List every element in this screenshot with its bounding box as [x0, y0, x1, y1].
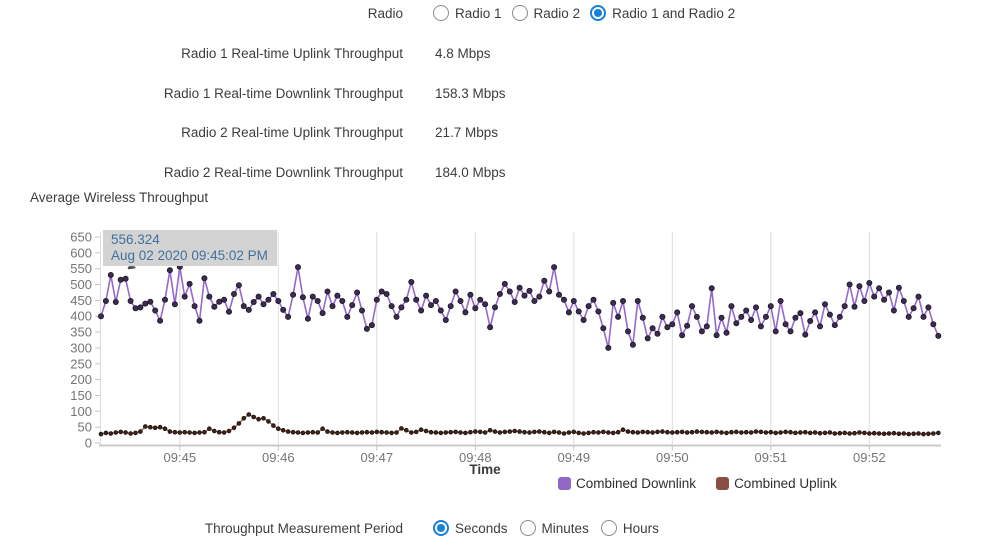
tooltip-value: 556.324: [111, 232, 160, 247]
radio-option-radio-1[interactable]: Radio 1: [433, 5, 502, 21]
radio1-uplink-label: Radio 1 Real-time Uplink Throughput: [181, 45, 403, 61]
metric-row: Radio 1 Real-time Uplink Throughput 4.8 …: [0, 44, 491, 62]
legend-item-combined-downlink[interactable]: Combined Downlink: [558, 476, 696, 491]
radio-2-radio-button[interactable]: [511, 5, 528, 21]
svg-text:09:50: 09:50: [656, 450, 689, 465]
hours-radio-button[interactable]: [600, 520, 617, 536]
svg-text:500: 500: [70, 277, 92, 292]
seconds-option-label: Seconds: [455, 520, 508, 536]
tooltip-timestamp: Aug 02 2020 09:45:02 PM: [111, 247, 268, 263]
period-row-label: Throughput Measurement Period: [204, 520, 403, 536]
svg-text:650: 650: [70, 230, 92, 245]
radio2-downlink-value: 184.0 Mbps: [435, 164, 506, 180]
chart-legend: Combined Downlink Combined Uplink: [558, 476, 837, 491]
svg-text:250: 250: [70, 356, 92, 371]
radio-1-and-2-radio-button[interactable]: [590, 5, 607, 21]
radio1-downlink-value: 158.3 Mbps: [435, 85, 506, 101]
metric-row: Radio 2 Real-time Downlink Throughput 18…: [0, 163, 506, 181]
radio-row-label: Radio: [367, 5, 403, 21]
chart-section-title: Average Wireless Throughput: [30, 190, 209, 205]
svg-text:600: 600: [70, 245, 92, 260]
radio-option-radio-2[interactable]: Radio 2: [511, 5, 581, 21]
period-option-hours[interactable]: Hours: [600, 520, 659, 536]
x-axis-title: Time: [469, 462, 501, 477]
radio-option-radio-1-and-2[interactable]: Radio 1 and Radio 2: [590, 5, 735, 21]
radio-2-option-label: Radio 2: [533, 5, 581, 21]
combined-downlink-legend-label: Combined Downlink: [576, 476, 697, 491]
hours-option-label: Hours: [622, 520, 659, 536]
combined-downlink-swatch-icon: [558, 477, 571, 490]
period-option-minutes[interactable]: Minutes: [519, 520, 589, 536]
radio1-downlink-label: Radio 1 Real-time Downlink Throughput: [163, 85, 403, 101]
svg-text:450: 450: [70, 293, 92, 308]
svg-text:50: 50: [78, 420, 92, 435]
chart-tooltip: 556.324 Aug 02 2020 09:45:02 PM: [103, 230, 277, 266]
radio2-downlink-label: Radio 2 Real-time Downlink Throughput: [163, 164, 403, 180]
minutes-radio-button[interactable]: [519, 520, 536, 536]
svg-text:200: 200: [70, 372, 92, 387]
combined-uplink-legend-label: Combined Uplink: [734, 476, 837, 491]
throughput-chart[interactable]: 09:45 09:46 09:47 09:48 09:49 09:50 09:51 09:52…: [0, 220, 1000, 476]
svg-text:0: 0: [85, 436, 92, 451]
metric-row: Radio 1 Real-time Downlink Throughput 15…: [0, 84, 506, 102]
svg-text:300: 300: [70, 340, 92, 355]
radio-1-radio-button[interactable]: [433, 5, 449, 21]
svg-text:150: 150: [70, 388, 92, 403]
seconds-radio-button[interactable]: [433, 520, 449, 536]
radio1-uplink-value: 4.8 Mbps: [435, 45, 491, 61]
radio-select-row: Radio Radio 1 Radio 2 Radio 1 and Radio …: [0, 4, 745, 22]
radio2-uplink-label: Radio 2 Real-time Uplink Throughput: [181, 124, 403, 140]
svg-text:400: 400: [70, 309, 92, 324]
svg-text:09:52: 09:52: [853, 450, 886, 465]
svg-text:350: 350: [70, 325, 92, 340]
svg-text:100: 100: [70, 404, 92, 419]
period-select-group: Seconds Minutes Hours: [433, 520, 669, 536]
radio-select-group: Radio 1 Radio 2 Radio 1 and Radio 2: [433, 5, 745, 21]
metric-row: Radio 2 Real-time Uplink Throughput 21.7…: [0, 123, 498, 141]
minutes-option-label: Minutes: [541, 520, 589, 536]
radio-1-option-label: Radio 1: [455, 5, 502, 21]
radio2-uplink-value: 21.7 Mbps: [435, 124, 499, 140]
radio-1-and-2-option-label: Radio 1 and Radio 2: [612, 5, 736, 21]
svg-text:09:49: 09:49: [558, 450, 591, 465]
svg-text:09:46: 09:46: [262, 450, 295, 465]
svg-text:09:51: 09:51: [755, 450, 788, 465]
svg-text:09:48: 09:48: [459, 450, 492, 465]
measurement-period-row: Throughput Measurement Period Seconds Mi…: [0, 519, 669, 537]
legend-item-combined-uplink[interactable]: Combined Uplink: [716, 476, 837, 491]
svg-text:09:45: 09:45: [164, 450, 197, 465]
svg-text:550: 550: [70, 261, 92, 276]
period-option-seconds[interactable]: Seconds: [433, 520, 508, 536]
combined-uplink-swatch-icon: [716, 477, 730, 490]
svg-text:09:47: 09:47: [361, 450, 394, 465]
